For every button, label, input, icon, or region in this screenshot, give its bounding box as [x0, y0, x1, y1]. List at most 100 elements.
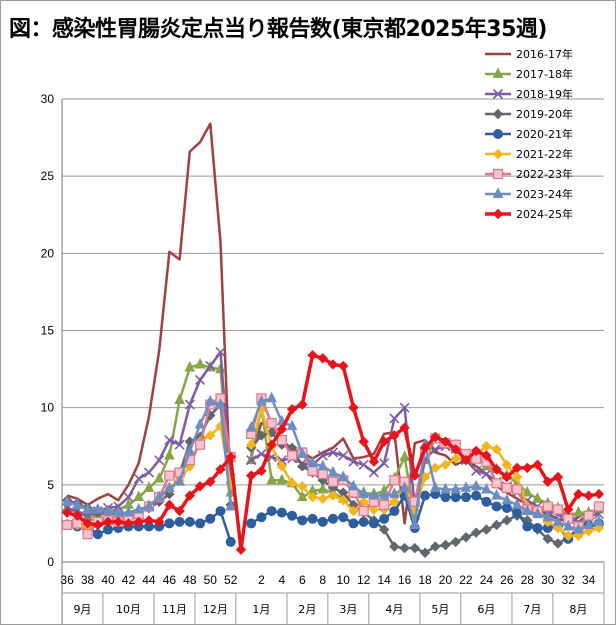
x-tick-label: 30: [541, 573, 555, 587]
data-point: [593, 488, 605, 500]
data-point: [92, 519, 103, 531]
data-point: [194, 481, 206, 492]
data-point: [327, 465, 339, 477]
legend-marker: [492, 208, 504, 220]
month-label: 8月: [569, 603, 587, 616]
legend-label: 2017-18年: [516, 67, 573, 81]
data-point: [205, 476, 216, 487]
month-label: 5月: [431, 603, 449, 616]
data-point: [276, 424, 288, 435]
data-point: [399, 481, 410, 492]
data-point: [123, 505, 134, 517]
data-point: [215, 397, 226, 409]
data-point: [399, 402, 410, 413]
data-point: [358, 516, 369, 527]
data-point: [317, 493, 328, 504]
data-point: [164, 435, 175, 446]
data-point: [501, 459, 513, 470]
data-point: [389, 487, 400, 499]
data-point: [338, 512, 349, 523]
data-point: [276, 473, 288, 485]
x-tick-label: 10: [337, 573, 351, 587]
data-point: [389, 413, 400, 424]
x-tick-label: 32: [562, 573, 576, 587]
data-point: [245, 470, 257, 481]
data-point: [327, 447, 339, 458]
data-point: [113, 516, 124, 528]
data-point: [368, 504, 380, 515]
data-point: [573, 522, 584, 534]
data-point: [266, 473, 277, 485]
data-point: [593, 501, 604, 512]
data-point: [184, 444, 196, 455]
data-point: [317, 516, 328, 527]
data-point: [153, 490, 165, 502]
data-point: [164, 448, 175, 460]
legend-marker: [492, 168, 504, 180]
data-point: [481, 468, 492, 480]
data-point: [235, 544, 247, 555]
data-point: [72, 498, 83, 509]
data-point: [184, 360, 196, 372]
data-point: [491, 444, 502, 455]
data-point: [491, 519, 502, 531]
data-point: [143, 499, 155, 511]
data-point: [491, 489, 502, 500]
data-point: [389, 506, 400, 517]
x-tick-label: 28: [521, 573, 535, 587]
data-point: [481, 524, 492, 535]
month-label: 1月: [252, 603, 270, 616]
data-point: [287, 510, 298, 521]
month-label: 2月: [298, 603, 316, 616]
data-point: [481, 496, 492, 507]
x-tick-label: 40: [101, 573, 115, 587]
data-point: [563, 504, 574, 515]
data-point: [102, 516, 114, 528]
data-point: [511, 498, 523, 509]
x-tick-label: 20: [439, 573, 453, 587]
data-point: [389, 430, 400, 441]
data-point: [532, 523, 543, 534]
data-point: [501, 482, 512, 494]
data-point: [532, 459, 543, 470]
x-tick-label: 44: [142, 573, 156, 587]
data-point: [420, 490, 431, 501]
data-point: [552, 515, 564, 526]
data-point: [246, 518, 257, 529]
data-point: [491, 464, 502, 475]
data-point: [450, 453, 461, 464]
x-tick-label: 46: [163, 573, 177, 587]
x-tick-label: 6: [299, 573, 306, 587]
data-point: [82, 518, 93, 529]
data-point: [195, 518, 206, 529]
data-point: [440, 492, 451, 503]
data-point: [133, 502, 145, 514]
data-point: [562, 519, 574, 531]
data-point: [399, 422, 410, 433]
x-tick-label: 8: [319, 573, 326, 587]
series-2016-17年: [66, 122, 599, 525]
data-point: [205, 430, 216, 441]
legend-marker: [492, 67, 504, 78]
month-label: 10月: [116, 603, 141, 616]
data-point: [481, 450, 492, 461]
data-point: [511, 484, 523, 495]
data-point: [338, 360, 349, 372]
data-point: [184, 490, 196, 501]
legend-label: 2016-17年: [516, 47, 573, 61]
data-point: [307, 491, 318, 503]
data-point: [358, 436, 369, 447]
data-point: [297, 399, 308, 410]
data-point: [389, 496, 400, 508]
x-tick-label: 36: [60, 573, 74, 587]
data-point: [419, 442, 431, 454]
data-point: [246, 455, 257, 466]
data-point: [245, 439, 257, 450]
data-point: [154, 455, 165, 466]
data-point: [286, 450, 298, 461]
data-point: [174, 393, 185, 404]
data-point: [92, 502, 104, 514]
data-point: [399, 542, 410, 554]
